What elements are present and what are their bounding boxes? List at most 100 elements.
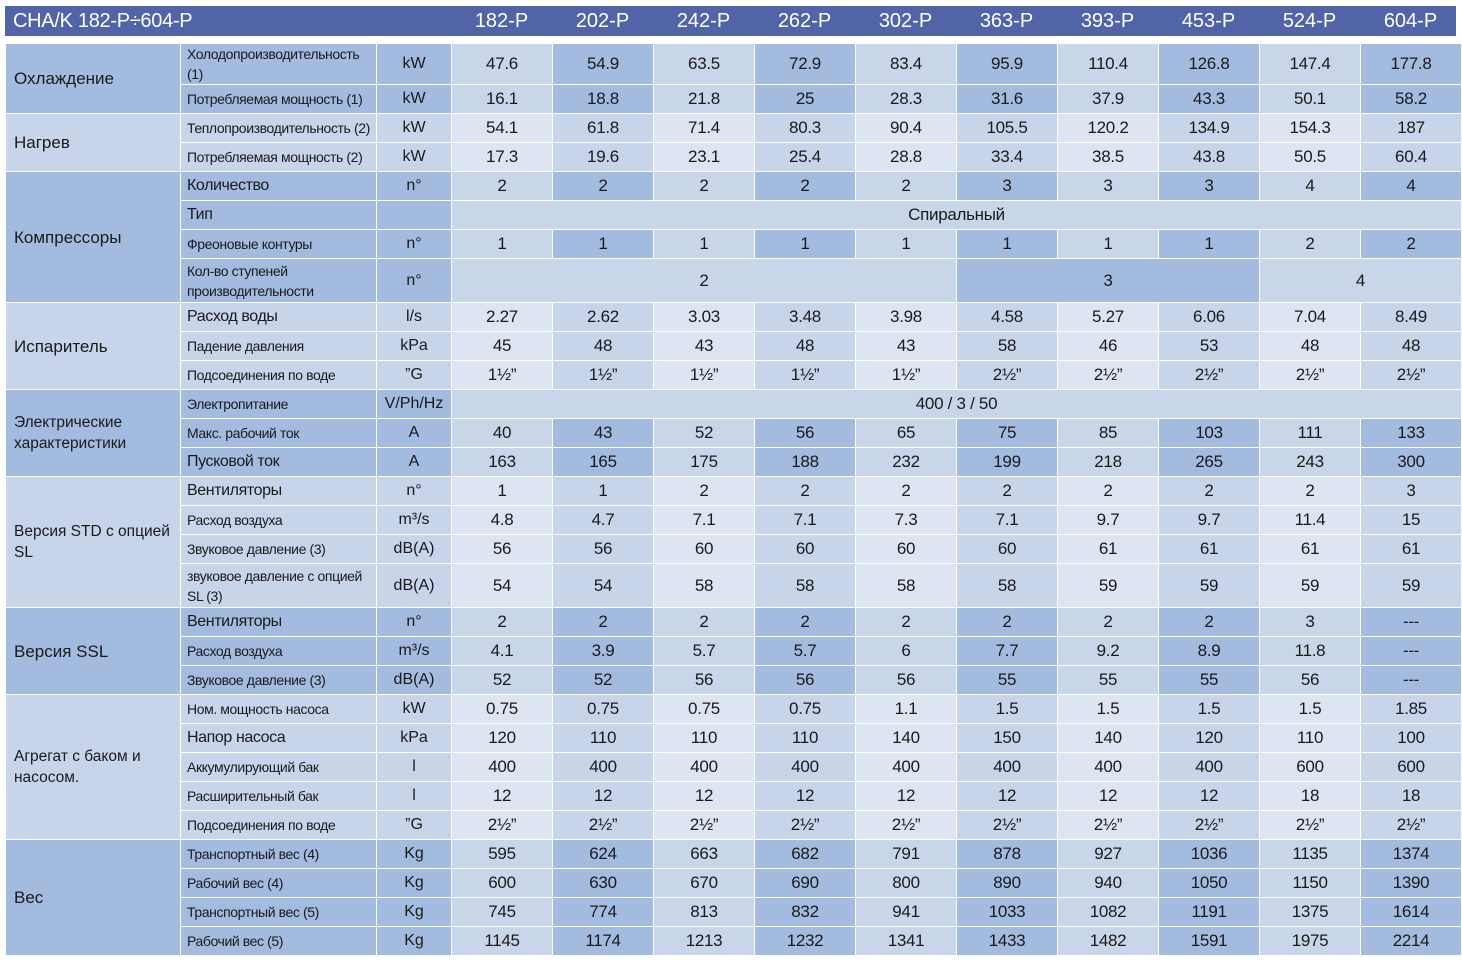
value-cell: 56 bbox=[1259, 665, 1361, 695]
parameter-label: Ном. мощность насоса bbox=[180, 694, 377, 724]
value-cell: 105.5 bbox=[956, 113, 1058, 143]
value-cell: 61.8 bbox=[552, 113, 654, 143]
table-header-bar: CHA/K 182-P÷604-P 182-P 202-P 242-P 262-P 30… bbox=[5, 6, 1456, 36]
value-cell: 48 bbox=[754, 331, 856, 361]
value-cell: 2.27 bbox=[451, 302, 553, 332]
value-cell: 60.4 bbox=[1360, 142, 1462, 172]
value-cell: 1 bbox=[552, 229, 654, 259]
value-cell: 100 bbox=[1360, 723, 1462, 753]
merged-value-cell: 4 bbox=[1259, 258, 1462, 303]
value-cell: 1.5 bbox=[1158, 694, 1260, 724]
value-cell: 3.98 bbox=[855, 302, 957, 332]
value-cell: 1 bbox=[956, 229, 1058, 259]
value-cell: 48 bbox=[552, 331, 654, 361]
value-cell: 2½” bbox=[956, 360, 1058, 390]
value-cell: 9.2 bbox=[1057, 636, 1159, 666]
table-row: Расширительный бак l 12 12 12 12 12 12 12 12 18 18 bbox=[6, 781, 1462, 811]
value-cell: 3 bbox=[1158, 171, 1260, 201]
table-row: Звуковое давление (3) dB(A) 56 56 60 60 60 60 61… bbox=[6, 534, 1462, 564]
unit-cell: kW bbox=[376, 694, 452, 724]
unit-cell: Kg bbox=[376, 868, 452, 898]
value-cell: 47.6 bbox=[451, 43, 553, 85]
table-title: CHA/K 182-P÷604-P bbox=[13, 10, 193, 32]
value-cell: 56 bbox=[451, 534, 553, 564]
value-cell: 600 bbox=[1360, 752, 1462, 782]
value-cell: 1 bbox=[552, 476, 654, 506]
value-cell: 175 bbox=[653, 447, 755, 477]
value-cell: 54 bbox=[451, 563, 553, 608]
value-cell: 9.7 bbox=[1158, 505, 1260, 535]
parameter-label: Потребляемая мощность (2) bbox=[180, 142, 377, 172]
value-cell: 43 bbox=[653, 331, 755, 361]
value-cell: 2 bbox=[855, 607, 957, 637]
unit-cell bbox=[376, 200, 452, 230]
value-cell: 2½” bbox=[1259, 360, 1361, 390]
value-cell: 2½” bbox=[1360, 360, 1462, 390]
parameter-label: Вентиляторы bbox=[180, 476, 377, 506]
value-cell: 59 bbox=[1057, 563, 1159, 608]
value-cell: 1614 bbox=[1360, 897, 1462, 927]
value-cell: 61 bbox=[1259, 534, 1361, 564]
unit-cell: Kg bbox=[376, 839, 452, 869]
value-cell: 7.1 bbox=[956, 505, 1058, 535]
value-cell: 1975 bbox=[1259, 926, 1361, 956]
parameter-label: Рабочий вес (4) bbox=[180, 868, 377, 898]
value-cell: 2½” bbox=[1057, 360, 1159, 390]
value-cell: 1482 bbox=[1057, 926, 1159, 956]
value-cell: 940 bbox=[1057, 868, 1159, 898]
value-cell: 1½” bbox=[653, 360, 755, 390]
value-cell: 56 bbox=[855, 665, 957, 695]
value-cell: 791 bbox=[855, 839, 957, 869]
value-cell: 7.1 bbox=[653, 505, 755, 535]
unit-cell: kW bbox=[376, 43, 452, 85]
value-cell: 65 bbox=[855, 418, 957, 448]
table-row: Версия STD с опцией SL Вентиляторы n° 1 1 2 2 2… bbox=[5, 476, 1462, 608]
parameter-label: Подсоединения по воде bbox=[180, 810, 377, 840]
value-cell: 1150 bbox=[1259, 868, 1361, 898]
value-cell: 1 bbox=[1158, 229, 1260, 259]
value-cell: 2 bbox=[1158, 607, 1260, 637]
value-cell: 54.9 bbox=[552, 43, 654, 85]
value-cell: 7.7 bbox=[956, 636, 1058, 666]
value-cell: 1374 bbox=[1360, 839, 1462, 869]
value-cell: 110.4 bbox=[1057, 43, 1159, 85]
value-cell: 56 bbox=[754, 665, 856, 695]
value-cell: 163 bbox=[451, 447, 553, 477]
value-cell: 682 bbox=[754, 839, 856, 869]
value-cell: 61 bbox=[1360, 534, 1462, 564]
value-cell: 595 bbox=[451, 839, 553, 869]
table-row: Вес Транспортный вес (4) Kg 595 624 663 682 791… bbox=[5, 839, 1462, 956]
value-cell: 110 bbox=[754, 723, 856, 753]
value-cell: 21.8 bbox=[653, 84, 755, 114]
parameter-label: Теплопроизводительность (2) bbox=[180, 113, 377, 143]
value-cell: 28.3 bbox=[855, 84, 957, 114]
table-row: Потребляемая мощность (1) kW 16.1 18.8 21.8 2… bbox=[6, 84, 1462, 114]
value-cell: 110 bbox=[653, 723, 755, 753]
parameter-label: Рабочий вес (5) bbox=[180, 926, 377, 956]
table-row: Расход воздуха m³/s 4.8 4.7 7.1 7.1 7.3 7.1 9.7 9… bbox=[6, 505, 1462, 535]
value-cell: 48 bbox=[1259, 331, 1361, 361]
value-cell: 72.9 bbox=[754, 43, 856, 85]
value-cell: 1390 bbox=[1360, 868, 1462, 898]
value-cell: 1½” bbox=[552, 360, 654, 390]
value-cell: 2 bbox=[956, 607, 1058, 637]
value-cell: 2 bbox=[754, 171, 856, 201]
value-cell: 4 bbox=[1259, 171, 1361, 201]
value-cell: 6 bbox=[855, 636, 957, 666]
value-cell: 120 bbox=[1158, 723, 1260, 753]
value-cell: 2 bbox=[451, 171, 553, 201]
value-cell: 61 bbox=[1158, 534, 1260, 564]
value-cell: 58.2 bbox=[1360, 84, 1462, 114]
value-cell: 2 bbox=[653, 171, 755, 201]
value-cell: 120.2 bbox=[1057, 113, 1159, 143]
model-column-header: 262-P bbox=[777, 10, 832, 32]
value-cell: 2 bbox=[1259, 476, 1361, 506]
value-cell: 663 bbox=[653, 839, 755, 869]
group-label: Испаритель bbox=[5, 302, 181, 390]
value-cell: 28.8 bbox=[855, 142, 957, 172]
unit-cell: kW bbox=[376, 84, 452, 114]
value-cell: 7.1 bbox=[754, 505, 856, 535]
value-cell: 18 bbox=[1360, 781, 1462, 811]
group-label: Охлаждение bbox=[5, 43, 181, 114]
value-cell: 43 bbox=[855, 331, 957, 361]
